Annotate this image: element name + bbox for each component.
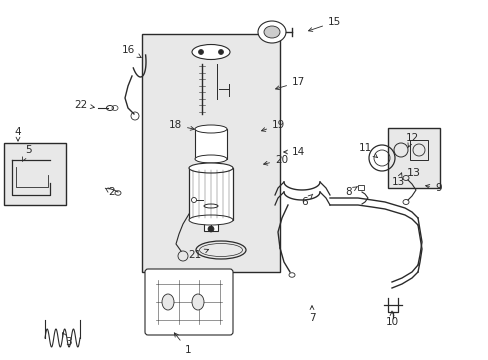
Text: 15: 15: [308, 17, 341, 31]
Text: 18: 18: [168, 120, 194, 130]
Bar: [195, 129, 226, 159]
Bar: [387, 128, 439, 188]
Text: 11: 11: [358, 143, 377, 157]
Text: 7: 7: [308, 306, 315, 323]
Text: 17: 17: [275, 77, 305, 90]
Text: 1: 1: [174, 333, 191, 355]
Circle shape: [218, 50, 223, 54]
Text: 21: 21: [188, 249, 208, 260]
Bar: [409, 140, 427, 160]
Bar: [189, 168, 232, 220]
Ellipse shape: [189, 163, 232, 173]
Text: 16: 16: [122, 45, 141, 58]
Ellipse shape: [258, 21, 285, 43]
Text: 9: 9: [425, 183, 441, 193]
Ellipse shape: [205, 179, 216, 183]
Text: 10: 10: [385, 311, 398, 327]
Text: 4: 4: [15, 127, 21, 141]
Text: 2: 2: [105, 187, 114, 197]
Text: 8: 8: [345, 187, 357, 197]
Circle shape: [207, 226, 214, 232]
Text: 5: 5: [22, 145, 31, 161]
Bar: [357, 185, 363, 190]
FancyBboxPatch shape: [145, 269, 232, 335]
Text: 12: 12: [405, 133, 418, 147]
Text: 19: 19: [261, 120, 285, 131]
Ellipse shape: [192, 294, 203, 310]
Ellipse shape: [162, 294, 174, 310]
Text: 20: 20: [263, 155, 287, 165]
Text: 3: 3: [62, 333, 71, 347]
Circle shape: [198, 50, 203, 54]
Ellipse shape: [192, 45, 229, 59]
Text: 6: 6: [301, 194, 312, 207]
Ellipse shape: [195, 125, 226, 133]
Bar: [4, 143, 66, 205]
Ellipse shape: [203, 163, 218, 168]
Ellipse shape: [189, 215, 232, 225]
Text: 13: 13: [406, 168, 420, 178]
Text: 22: 22: [75, 100, 94, 110]
Text: 13: 13: [390, 173, 404, 187]
Ellipse shape: [203, 171, 218, 176]
Bar: [203, 194, 219, 206]
Ellipse shape: [203, 204, 218, 208]
Bar: [203, 206, 218, 231]
Bar: [142, 34, 280, 272]
Ellipse shape: [195, 155, 226, 163]
Ellipse shape: [264, 26, 280, 38]
Circle shape: [191, 198, 196, 202]
Text: 14: 14: [283, 147, 305, 157]
